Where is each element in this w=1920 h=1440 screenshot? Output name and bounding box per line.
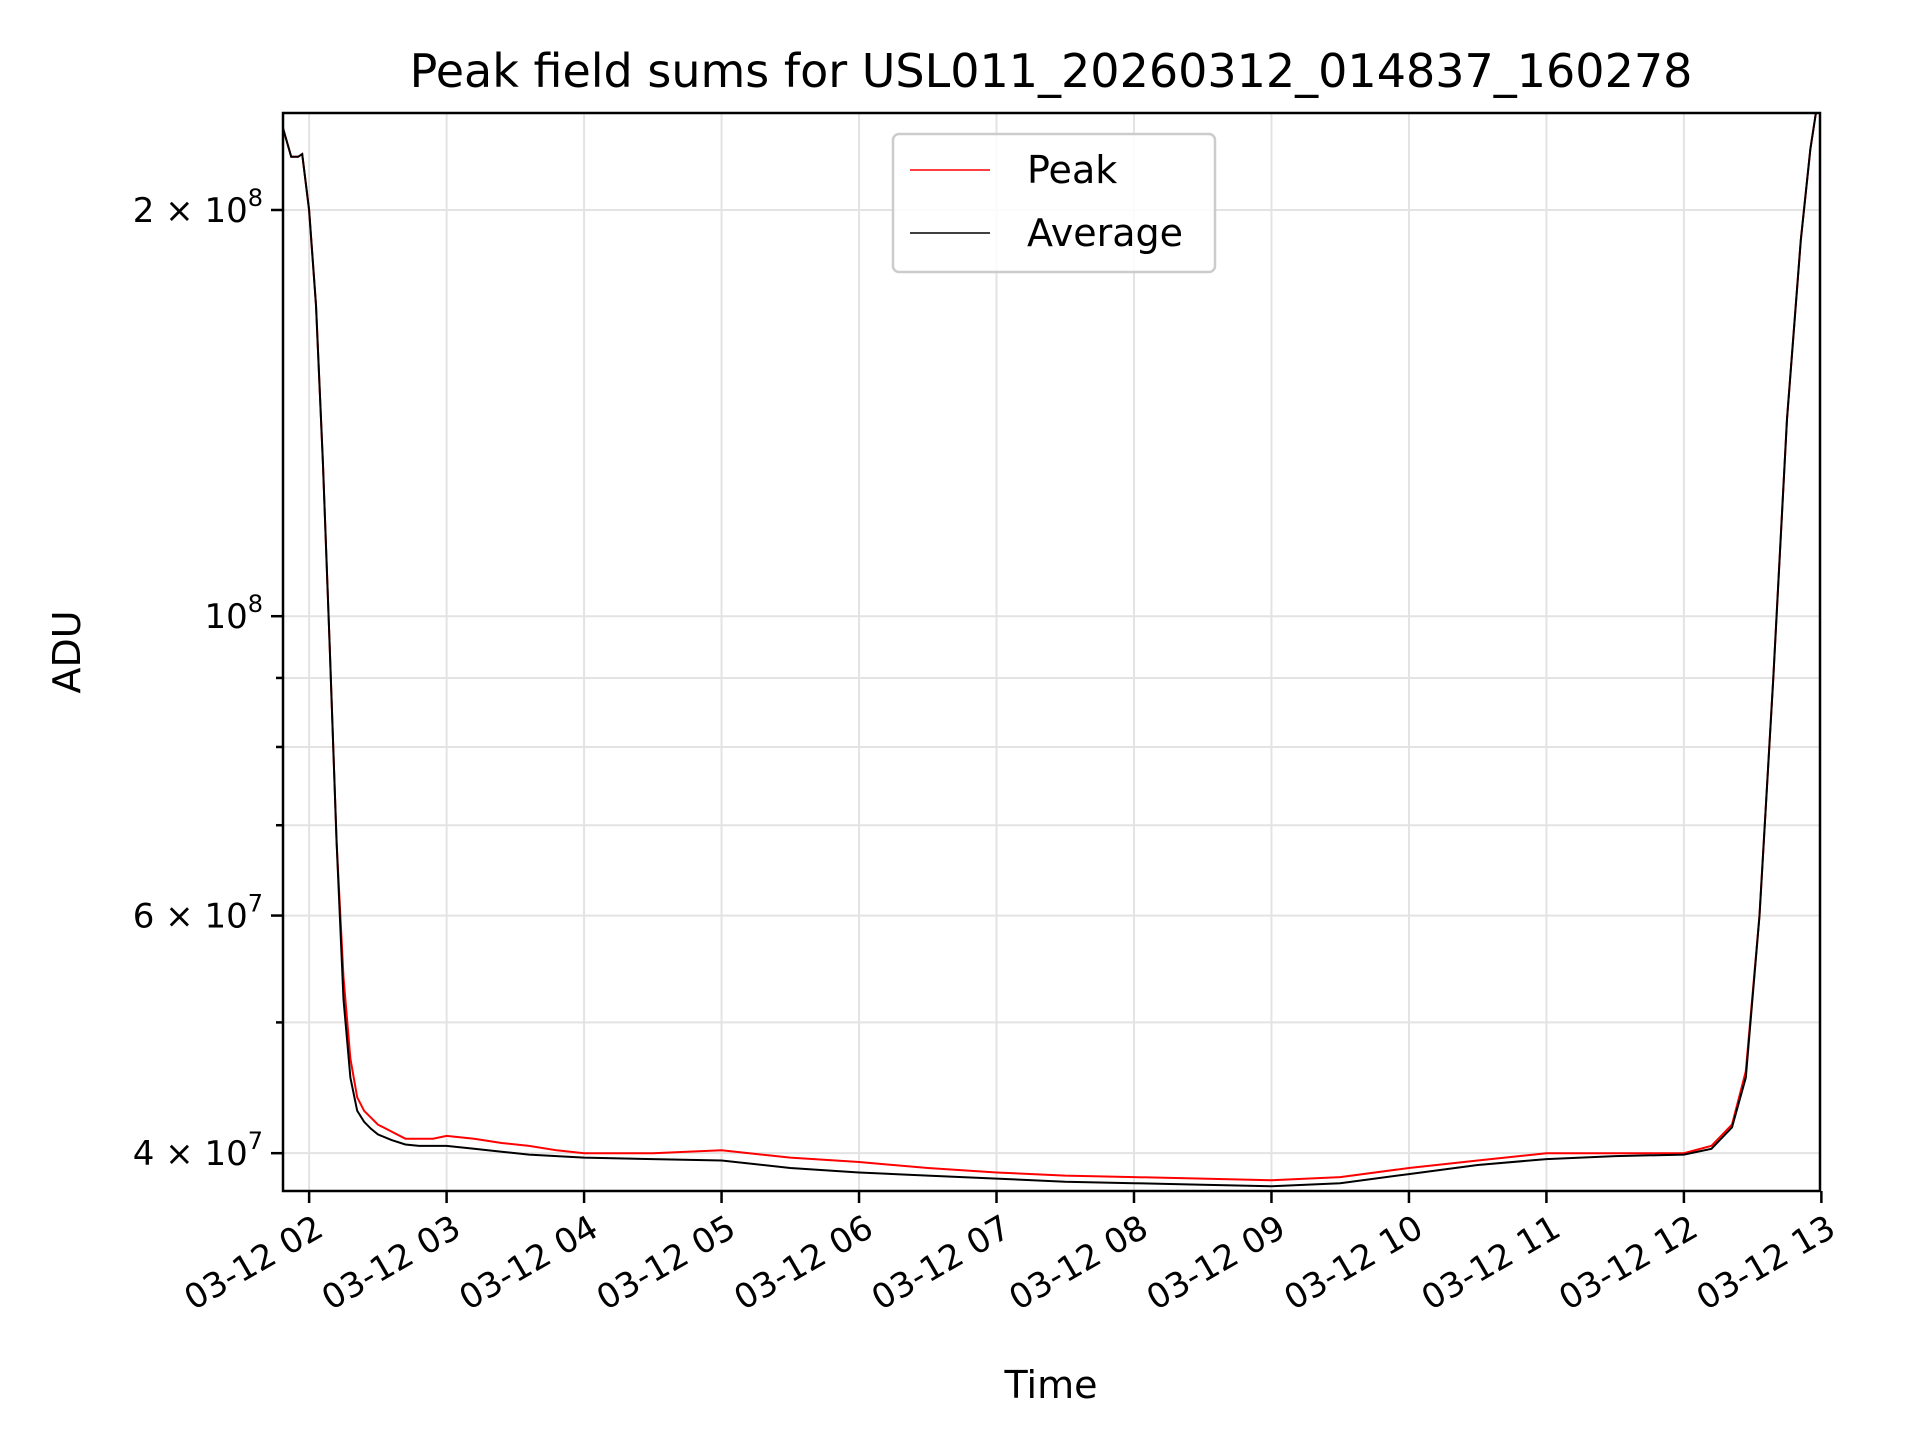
legend: Peak Average <box>891 132 1217 274</box>
legend-average-label: Average <box>1027 211 1183 255</box>
y-tick-label: 108 <box>204 590 263 637</box>
legend-peak-label: Peak <box>1027 148 1117 192</box>
x-axis-label: Time <box>1004 1363 1098 1407</box>
legend-box <box>891 132 1217 274</box>
y-axis-label: ADU <box>45 610 89 693</box>
chart-title: Peak field sums for USL011_20260312_0148… <box>410 44 1693 98</box>
series-lines <box>283 113 1820 1188</box>
series-line-average <box>283 113 1820 1188</box>
y-tick-label: 4 × 107 <box>133 1127 263 1174</box>
plot-frame <box>281 111 1822 1193</box>
y-tick-label: 6 × 107 <box>133 890 263 937</box>
y-tick-label: 2 × 108 <box>133 184 263 231</box>
